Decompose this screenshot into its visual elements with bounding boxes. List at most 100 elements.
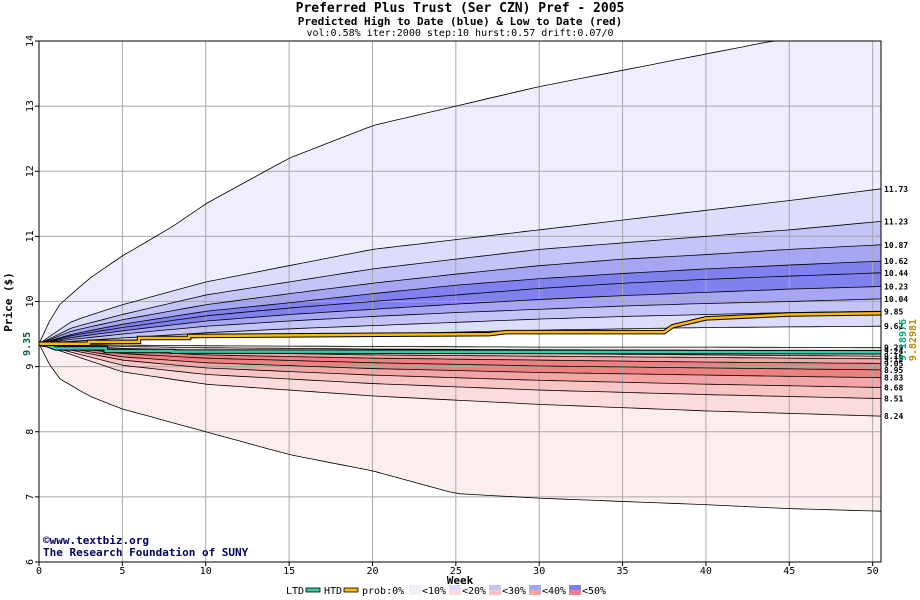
percentile-curve [38,343,882,388]
percentile-curve [38,40,881,344]
legend-swatch-red [489,590,501,595]
percentile-curve [38,310,882,345]
x-tick-label: 0 [36,566,42,577]
end-label: 10.62 [884,257,908,266]
high-band [39,298,881,344]
legend-swatch-htd [343,587,359,593]
y-tick-label: 9 [25,364,36,370]
legend-swatch-red [449,590,461,595]
end-label: 9.24 [884,347,903,356]
credit-website: ©www.textbiz.org [43,534,149,547]
end-label: 8.83 [884,374,903,383]
high-band [39,41,881,344]
x-tick-label: 10 [200,566,212,577]
y-tick-label: 6 [25,559,36,565]
high-band [39,286,881,344]
x-tick-label: 40 [700,566,712,577]
y-tick-label: 12 [25,165,36,177]
end-label: 11.73 [884,185,908,194]
right-axis-values: 9.18976 9.82981 [898,319,919,361]
y-tick-label: 13 [25,100,36,112]
end-label: 9.29 [884,344,903,353]
end-label: 8.95 [884,366,903,375]
x-tick-label: 20 [366,566,378,577]
end-label: 10.44 [884,269,908,278]
y-tick-label: 11 [25,230,36,242]
probability-bands [39,41,881,512]
high-band [39,272,881,344]
percentile-curve [38,343,882,371]
y-tick-label: 7 [25,494,36,500]
legend-swatch-red [529,590,541,595]
chart-subtitle: Predicted High to Date (blue) & Low to D… [297,15,623,28]
percentile-curve [38,244,882,345]
legend-label: <30% [502,586,526,597]
legend-label: <50% [582,586,606,597]
chart-title: Preferred Plus Trust (Ser CZN) Pref - 20… [295,1,625,16]
low-band [39,343,881,399]
x-tick-label: 15 [283,566,295,577]
low-band [39,343,881,351]
legend-swatch-blue [449,585,461,590]
end-label: 8.51 [884,395,903,404]
high-band [39,188,881,344]
high-band [39,261,881,344]
end-label: 11.23 [884,217,908,226]
legend-label: <20% [462,586,486,597]
y-tick-label: 14 [25,35,36,47]
legend-label: LTD [286,586,304,597]
legend: LTD HTD prob:0% <10% <20% <30% <40% <50% [286,585,606,597]
low-band [39,343,881,370]
ltd-htd-series [38,310,882,355]
high-band [39,244,881,344]
percentile-curve [38,221,882,345]
axes: 0 5 10 15 20 25 30 35 40 45 50 6 7 8 9 10 11 12 13 14 [25,35,879,577]
x-axis-label: Week [447,574,474,587]
median-band [39,326,881,348]
legend-swatch-ltd [305,587,321,593]
end-label: 9.05 [884,359,903,368]
right-axis-value: 9.18976 [898,319,909,361]
legend-label: <10% [422,586,446,597]
legend-swatch-blue [409,585,421,590]
x-tick-label: 45 [783,566,795,577]
legend-label: prob:0% [362,586,404,597]
percentile-curve [38,343,882,399]
low-band [39,343,881,388]
low-band [39,343,881,364]
percentile-curve [38,343,882,379]
high-band [39,221,881,344]
percentile-curve [38,286,882,345]
chart-header: Preferred Plus Trust (Ser CZN) Pref - 20… [0,1,920,40]
end-label: 8.68 [884,384,903,393]
right-axis-value: 9.82981 [908,319,919,361]
end-label: 10.04 [884,295,908,304]
chart-parameters: vol:0.58% iter:2000 step:10 hurst:0.57 d… [306,28,614,39]
y-axis-label: Price ($) [2,272,15,332]
credit-organization: The Research Foundation of SUNY [43,546,249,559]
percentile-curve [38,272,882,345]
percentile-curve [38,260,882,345]
end-label: 9.16 [884,352,903,361]
low-band [39,343,881,378]
legend-swatch-red [409,590,421,595]
low-band [39,343,881,512]
end-label: 9.12 [884,355,903,364]
legend-swatch-blue [529,585,541,590]
percentile-curve [38,343,882,512]
percentile-curve [38,343,881,349]
legend-swatch-blue [569,585,581,590]
y-tick-label: 10 [25,295,36,307]
x-tick-label: 5 [119,566,125,577]
percentile-curve [38,343,882,417]
x-tick-label: 50 [867,566,879,577]
end-label: 10.87 [884,241,908,250]
legend-label: <40% [542,586,566,597]
start-price-label: 9.35 [22,332,33,356]
x-tick-label: 30 [533,566,545,577]
low-band [39,343,881,417]
x-tick-label: 35 [617,566,629,577]
y-tick-label: 8 [25,429,36,435]
end-value-labels: 11.73 11.23 10.87 10.62 10.44 10.23 10.04 9.85 9… [884,185,908,421]
